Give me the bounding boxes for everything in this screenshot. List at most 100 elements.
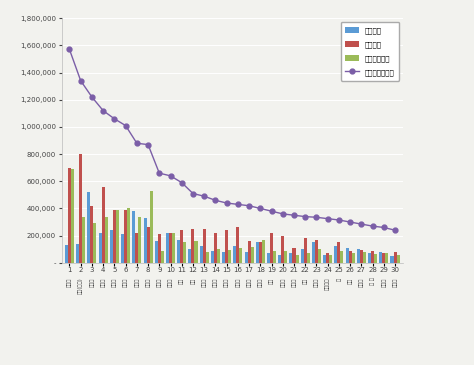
Bar: [121, 234, 124, 263]
Bar: [116, 210, 119, 263]
Bar: [127, 208, 130, 263]
Bar: [259, 242, 262, 263]
Bar: [200, 246, 203, 263]
Bar: [150, 191, 153, 263]
Text: 정해인: 정해인: [224, 277, 229, 287]
Bar: [295, 255, 299, 263]
Text: 박서준: 박서준: [246, 277, 252, 287]
Bar: [251, 247, 254, 263]
Bar: [161, 250, 164, 263]
Bar: [183, 242, 186, 263]
Bar: [360, 250, 363, 263]
Text: 기태영: 기태영: [67, 277, 72, 287]
Bar: [206, 252, 209, 263]
Bar: [284, 250, 287, 263]
Bar: [211, 250, 214, 263]
Bar: [379, 252, 383, 263]
Bar: [346, 248, 348, 263]
Text: 안세형: 안세형: [381, 277, 386, 287]
Bar: [180, 230, 183, 263]
Bar: [217, 249, 220, 263]
Bar: [214, 233, 217, 263]
Bar: [91, 206, 93, 263]
Bar: [352, 253, 355, 263]
Bar: [304, 238, 307, 263]
Bar: [135, 233, 138, 263]
Bar: [82, 216, 85, 263]
Bar: [237, 227, 239, 263]
Bar: [169, 233, 172, 263]
Bar: [326, 253, 329, 263]
Bar: [158, 234, 161, 263]
Bar: [222, 252, 225, 263]
Bar: [93, 223, 97, 263]
Bar: [79, 154, 82, 263]
Bar: [278, 255, 281, 263]
Text: 이민호: 이민호: [112, 277, 117, 287]
Bar: [393, 252, 397, 263]
Bar: [110, 230, 113, 263]
Bar: [194, 241, 198, 263]
Text: 승우: 승우: [347, 277, 353, 284]
Bar: [340, 250, 344, 263]
Bar: [132, 211, 135, 263]
Bar: [191, 229, 194, 263]
Bar: [348, 250, 352, 263]
Bar: [105, 216, 108, 263]
Bar: [290, 253, 292, 263]
Bar: [144, 218, 146, 263]
Bar: [318, 249, 321, 263]
Bar: [225, 230, 228, 263]
Bar: [329, 255, 332, 263]
Bar: [374, 254, 377, 263]
Text: 박서준: 박서준: [258, 277, 263, 287]
Bar: [101, 187, 105, 263]
Bar: [76, 244, 79, 263]
Text: 장기용: 장기용: [236, 277, 240, 287]
Bar: [273, 250, 276, 263]
Bar: [307, 253, 310, 263]
Bar: [245, 252, 247, 263]
Bar: [233, 246, 237, 263]
Text: 겓세븐: 겓세븐: [168, 277, 173, 287]
Bar: [391, 256, 393, 263]
Bar: [270, 233, 273, 263]
Bar: [189, 249, 191, 263]
Bar: [172, 233, 175, 263]
Text: 겓세븐: 겓세븐: [157, 277, 162, 287]
Bar: [71, 169, 74, 263]
Bar: [177, 240, 180, 263]
Bar: [228, 250, 231, 263]
Text: 이민호: 이민호: [392, 277, 398, 287]
Text: 조인성: 조인성: [213, 277, 218, 287]
Text: 신민아: 신민아: [314, 277, 319, 287]
Bar: [337, 242, 340, 263]
Bar: [247, 241, 251, 263]
Bar: [87, 192, 91, 263]
Text: 수지: 수지: [303, 277, 308, 284]
Bar: [124, 210, 127, 263]
Bar: [383, 253, 385, 263]
Legend: 참여지수, 소통지수, 커뮤니티지수, 브랜드평판지수: 참여지수, 소통지수, 커뮤니티지수, 브랜드평판지수: [340, 22, 400, 81]
Bar: [281, 236, 284, 263]
Text: 대니구: 대니구: [123, 277, 128, 287]
Bar: [371, 251, 374, 263]
Bar: [99, 233, 101, 263]
Bar: [146, 227, 150, 263]
Bar: [155, 241, 158, 263]
Text: 이승기: 이승기: [292, 277, 297, 287]
Bar: [357, 249, 360, 263]
Text: 이동욱: 이동욱: [134, 277, 139, 287]
Bar: [65, 245, 68, 263]
Bar: [315, 240, 318, 263]
Bar: [239, 248, 242, 263]
Bar: [166, 233, 169, 263]
Text: 서강준: 서강준: [146, 277, 151, 287]
Bar: [138, 217, 141, 263]
Text: 우: 우: [337, 277, 341, 281]
Text: 지코: 지코: [179, 277, 184, 284]
Bar: [203, 229, 206, 263]
Bar: [385, 253, 388, 263]
Text: 이 스: 이 스: [370, 277, 375, 285]
Bar: [368, 253, 371, 263]
